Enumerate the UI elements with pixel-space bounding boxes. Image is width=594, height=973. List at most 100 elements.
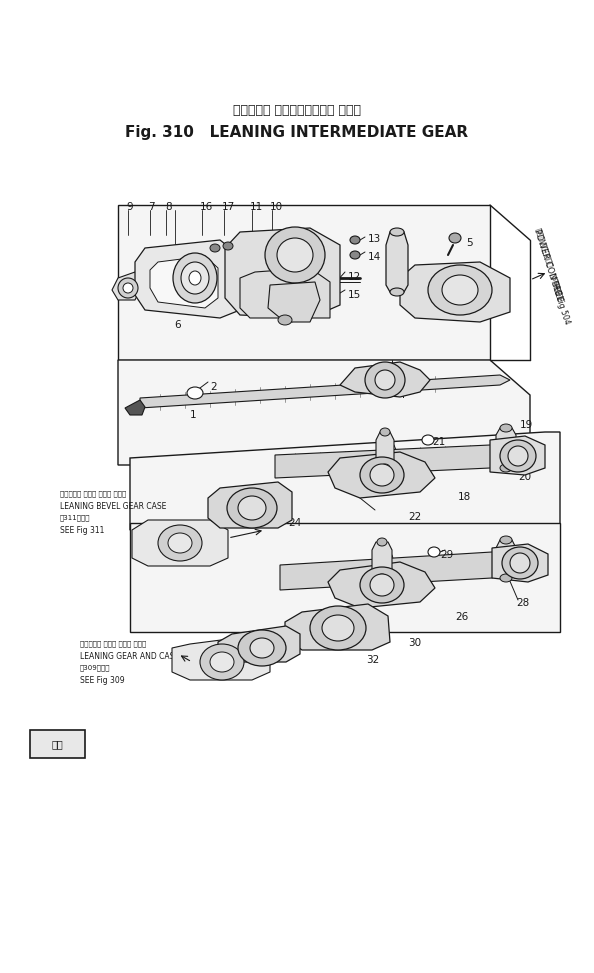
Polygon shape [328,452,435,498]
Text: リーニング ベベル ギヤー ケース: リーニング ベベル ギヤー ケース [60,490,127,496]
Ellipse shape [189,271,201,285]
Ellipse shape [322,615,354,641]
Ellipse shape [500,440,536,472]
Polygon shape [172,636,270,680]
Text: 21: 21 [432,437,446,447]
Text: 22: 22 [408,512,421,522]
Text: 28: 28 [516,598,529,608]
Text: 8: 8 [165,202,172,212]
Text: 新刀: 新刀 [52,739,64,749]
Ellipse shape [187,387,203,399]
Text: 29: 29 [440,550,453,560]
Ellipse shape [277,238,313,272]
Text: 19: 19 [520,420,533,430]
Polygon shape [118,205,490,360]
Polygon shape [275,445,505,478]
Polygon shape [372,542,392,578]
Text: 1: 1 [190,410,197,420]
Polygon shape [340,362,430,397]
Text: リーニング インタメジエート ギヤー: リーニング インタメジエート ギヤー [233,103,361,117]
Polygon shape [376,432,394,468]
Ellipse shape [365,362,405,398]
Ellipse shape [123,283,133,293]
Text: 17: 17 [222,202,235,212]
Polygon shape [150,256,218,308]
Text: 3: 3 [390,268,397,278]
Text: 18: 18 [458,492,471,502]
Ellipse shape [500,464,512,472]
Ellipse shape [390,288,404,296]
Ellipse shape [227,488,277,528]
Polygon shape [328,562,435,608]
Ellipse shape [118,278,138,298]
Polygon shape [492,544,548,582]
Ellipse shape [238,496,266,520]
Ellipse shape [428,547,440,557]
Polygon shape [496,540,516,578]
Ellipse shape [449,233,461,243]
Ellipse shape [380,428,390,436]
Ellipse shape [360,567,404,603]
Polygon shape [240,268,330,318]
Ellipse shape [380,464,390,472]
Ellipse shape [173,253,217,303]
Text: 11: 11 [250,202,263,212]
Ellipse shape [500,424,512,432]
Polygon shape [125,400,145,415]
Ellipse shape [310,606,366,650]
Text: Fig. 310   LEANING INTERMEDIATE GEAR: Fig. 310 LEANING INTERMEDIATE GEAR [125,125,469,139]
Polygon shape [135,240,245,318]
Ellipse shape [265,227,325,283]
Text: 25: 25 [388,472,402,482]
Ellipse shape [377,538,387,546]
Polygon shape [130,523,560,632]
Text: 14: 14 [368,252,381,262]
Text: SEE Fig 309: SEE Fig 309 [80,676,125,685]
Ellipse shape [442,275,478,305]
Text: 32: 32 [366,655,379,665]
Ellipse shape [500,574,512,582]
Text: 5: 5 [466,238,473,248]
Text: 13: 13 [368,234,381,244]
Text: POWER CONTROL: POWER CONTROL [532,228,564,302]
Text: 31: 31 [390,575,403,585]
Polygon shape [130,432,560,530]
Text: 第504図参照: 第504図参照 [548,271,564,303]
Ellipse shape [422,435,434,445]
Text: LEANING GEAR AND CASE: LEANING GEAR AND CASE [80,652,179,661]
Polygon shape [386,232,408,292]
Polygon shape [112,272,142,300]
Ellipse shape [350,236,360,244]
Ellipse shape [210,652,234,672]
Text: 24: 24 [288,518,301,528]
Polygon shape [280,552,506,590]
Ellipse shape [200,644,244,680]
Text: 6: 6 [174,320,181,330]
Polygon shape [140,375,510,408]
Text: 16: 16 [200,202,213,212]
Polygon shape [218,626,300,662]
Text: 2: 2 [210,382,217,392]
Polygon shape [268,282,320,322]
Polygon shape [490,436,545,475]
Polygon shape [285,604,390,650]
Polygon shape [132,520,228,566]
Ellipse shape [377,574,387,582]
Polygon shape [496,428,516,468]
Polygon shape [225,228,340,318]
Polygon shape [118,360,530,465]
Polygon shape [400,262,510,322]
Ellipse shape [210,244,220,252]
Ellipse shape [510,553,530,573]
Text: SEE Fig 311: SEE Fig 311 [60,526,105,535]
Ellipse shape [223,242,233,250]
Polygon shape [30,730,85,758]
Ellipse shape [238,630,286,666]
Ellipse shape [508,446,528,466]
Text: リーニング ギヤー アンド ケース: リーニング ギヤー アンド ケース [80,640,146,647]
Ellipse shape [502,547,538,579]
Ellipse shape [278,315,292,325]
Text: 15: 15 [348,290,361,300]
Text: 10: 10 [270,202,283,212]
Text: 30: 30 [408,638,421,648]
